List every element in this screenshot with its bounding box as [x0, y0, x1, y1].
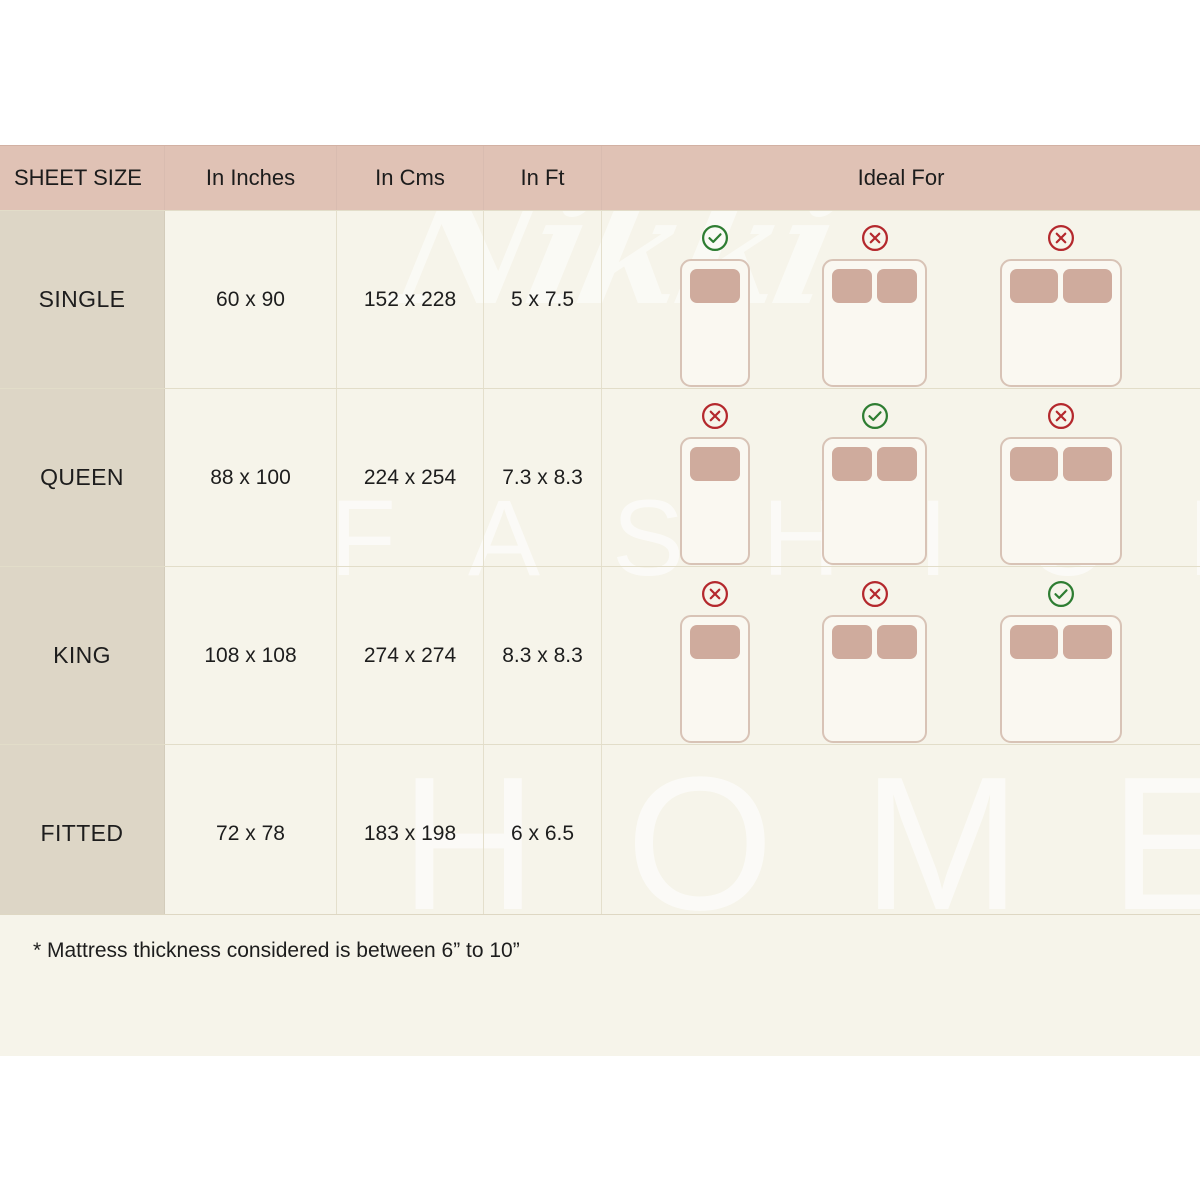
cell-queen-cms: 224 x 254	[337, 389, 484, 566]
pillow-icon	[832, 268, 873, 303]
king-bed-icon	[999, 258, 1122, 387]
pillow-icon	[1009, 268, 1059, 303]
table-row: QUEEN 88 x 100 224 x 254 7.3 x 8.3	[0, 388, 1200, 566]
cell-queen-ideal-for	[602, 389, 1200, 566]
cell-queen-ft: 7.3 x 8.3	[484, 389, 602, 566]
pillow-icon	[877, 624, 918, 659]
single-bed-icon	[680, 258, 751, 387]
bed-option-single	[680, 569, 751, 743]
ideal-for-empty	[602, 745, 1200, 922]
column-header-ideal-for: Ideal For	[602, 146, 1200, 210]
bed-option-double	[822, 391, 928, 565]
table-row: SINGLE 60 x 90 152 x 228 5 x 7.5	[0, 210, 1200, 388]
cell-queen-inches: 88 x 100	[165, 389, 337, 566]
ideal-for-group	[602, 567, 1200, 744]
cross-circle-icon	[702, 580, 729, 607]
double-bed-icon	[822, 614, 928, 743]
cell-single-cms: 152 x 228	[337, 211, 484, 388]
pillow-icon	[877, 446, 918, 481]
cross-circle-icon	[861, 580, 888, 607]
column-header-sheet-size: SHEET SIZE	[0, 146, 165, 210]
pillow-icon	[1009, 446, 1059, 481]
king-bed-icon	[999, 614, 1122, 743]
pillow-icon	[1063, 624, 1112, 659]
column-header-in-inches: In Inches	[165, 146, 337, 210]
table-row: KING 108 x 108 274 x 274 8.3 x 8.3	[0, 566, 1200, 744]
cross-circle-icon	[702, 402, 729, 429]
pillow-icon	[877, 268, 918, 303]
pillow-icon	[690, 624, 741, 659]
bed-option-double	[822, 569, 928, 743]
bed-option-king	[999, 391, 1122, 565]
bed-option-king	[999, 569, 1122, 743]
column-header-in-ft: In Ft	[484, 146, 602, 210]
pillow-icon	[832, 624, 873, 659]
cell-king-cms: 274 x 274	[337, 567, 484, 744]
cross-circle-icon	[1047, 224, 1074, 251]
cell-fitted-ideal-for	[602, 745, 1200, 922]
pillow-icon	[690, 268, 741, 303]
cell-single-inches: 60 x 90	[165, 211, 337, 388]
cell-single-ft: 5 x 7.5	[484, 211, 602, 388]
bed-option-single	[680, 391, 751, 565]
pillow-icon	[1063, 446, 1112, 481]
ideal-for-group	[602, 389, 1200, 566]
table-row: FITTED 72 x 78 183 x 198 6 x 6.5	[0, 744, 1200, 922]
row-label-single: SINGLE	[0, 211, 165, 388]
pillow-icon	[1063, 268, 1112, 303]
pillow-icon	[1009, 624, 1059, 659]
cell-fitted-inches: 72 x 78	[165, 745, 337, 922]
check-circle-icon	[1047, 580, 1074, 607]
cell-king-ft: 8.3 x 8.3	[484, 567, 602, 744]
double-bed-icon	[822, 258, 928, 387]
king-bed-icon	[999, 436, 1122, 565]
footnote-text: * Mattress thickness considered is betwe…	[33, 939, 520, 962]
row-label-king: KING	[0, 567, 165, 744]
cell-fitted-ft: 6 x 6.5	[484, 745, 602, 922]
cell-single-ideal-for	[602, 211, 1200, 388]
bed-option-king	[999, 213, 1122, 387]
check-circle-icon	[702, 224, 729, 251]
cell-fitted-cms: 183 x 198	[337, 745, 484, 922]
pillow-icon	[832, 446, 873, 481]
bed-option-single	[680, 213, 751, 387]
column-header-in-cms: In Cms	[337, 146, 484, 210]
row-label-fitted: FITTED	[0, 745, 165, 922]
double-bed-icon	[822, 436, 928, 565]
cross-circle-icon	[861, 224, 888, 251]
row-label-queen: QUEEN	[0, 389, 165, 566]
single-bed-icon	[680, 614, 751, 743]
table-grid: SHEET SIZE In Inches In Cms In Ft Ideal …	[0, 145, 1200, 922]
cell-king-ideal-for	[602, 567, 1200, 744]
bed-option-double	[822, 213, 928, 387]
check-circle-icon	[861, 402, 888, 429]
footnote-band: * Mattress thickness considered is betwe…	[0, 914, 1200, 1056]
cross-circle-icon	[1047, 402, 1074, 429]
pillow-icon	[690, 446, 741, 481]
table-header-row: SHEET SIZE In Inches In Cms In Ft Ideal …	[0, 145, 1200, 210]
single-bed-icon	[680, 436, 751, 565]
ideal-for-group	[602, 211, 1200, 388]
cell-king-inches: 108 x 108	[165, 567, 337, 744]
